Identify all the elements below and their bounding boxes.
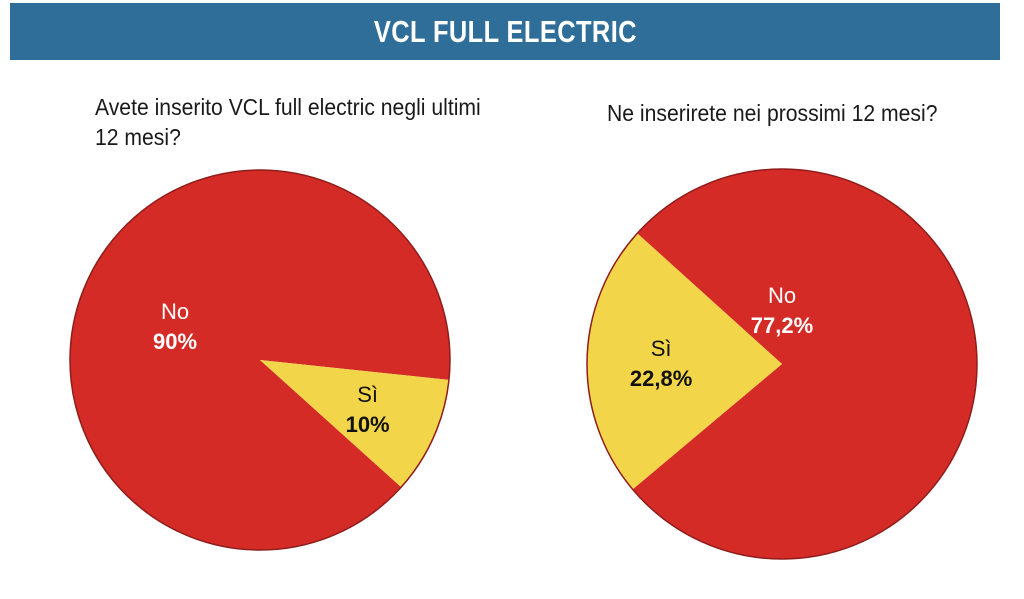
slice-label-no: No [768,283,796,308]
slice-label-si: Sì [651,336,672,361]
slice-label-si: Sì [357,382,378,407]
page-title: VCL FULL ELECTRIC [373,13,637,49]
pie1-question: Avete inserito VCL full electric negli u… [95,94,481,150]
pie-slice-no [632,169,978,560]
pie-slice-si [260,360,449,488]
slice-value-si: 10% [346,412,390,437]
pie-slice-si [587,233,782,490]
header-banner: VCL FULL ELECTRIC [10,3,1000,60]
pie-outline [69,169,451,551]
slice-value-si: 22,8% [630,366,692,391]
slice-label-no: No [161,299,189,324]
pie2-question: Ne inserirete nei prossimi 12 mesi? [607,100,938,126]
pie-outline [586,168,978,560]
pie-slice-no [70,169,451,550]
slice-value-no: 90% [153,329,197,354]
slice-value-no: 77,2% [751,313,813,338]
